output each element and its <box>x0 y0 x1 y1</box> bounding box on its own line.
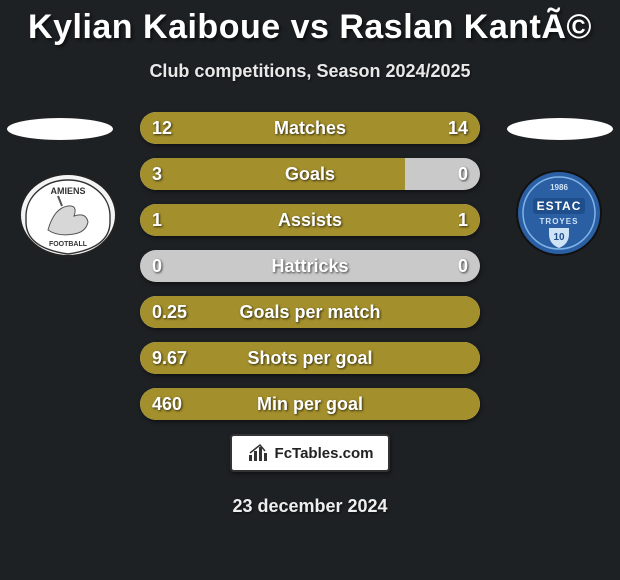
crest-right-number: 10 <box>553 232 565 243</box>
stat-label: Goals per match <box>140 296 480 328</box>
stat-row: 460Min per goal <box>140 388 480 420</box>
player-photo-placeholder-right <box>507 118 613 140</box>
stat-row: 0.25Goals per match <box>140 296 480 328</box>
crest-right-year: 1986 <box>550 183 568 192</box>
stat-row: 00Hattricks <box>140 250 480 282</box>
club-crest-right: 1986 ESTAC TROYES 10 <box>516 170 602 256</box>
stat-label: Min per goal <box>140 388 480 420</box>
comparison-body: AMIENS FOOTBALL 1986 ESTAC TROYES 10 121… <box>0 112 620 517</box>
stat-label: Matches <box>140 112 480 144</box>
comparison-subtitle: Club competitions, Season 2024/2025 <box>0 61 620 82</box>
fctables-label: FcTables.com <box>275 445 374 462</box>
comparison-title: Kylian Kaiboue vs Raslan KantÃ© <box>0 0 620 47</box>
player-photo-placeholder-left <box>7 118 113 140</box>
stat-label: Goals <box>140 158 480 190</box>
club-crest-left: AMIENS FOOTBALL <box>18 172 118 258</box>
crest-right-estac: ESTAC <box>537 199 582 213</box>
fctables-badge: FcTables.com <box>230 434 390 472</box>
stat-row: 1214Matches <box>140 112 480 144</box>
stat-row: 11Assists <box>140 204 480 236</box>
fctables-icon <box>247 443 271 463</box>
crest-left-text-top: AMIENS <box>50 186 85 196</box>
stat-row: 30Goals <box>140 158 480 190</box>
crest-right-city: TROYES <box>540 217 579 226</box>
stat-label: Assists <box>140 204 480 236</box>
stat-row: 9.67Shots per goal <box>140 342 480 374</box>
stat-label: Shots per goal <box>140 342 480 374</box>
stat-bars: 1214Matches 30Goals 11Assists 00Hattricks 0.… <box>140 112 480 420</box>
stat-label: Hattricks <box>140 250 480 282</box>
crest-left-text-bottom: FOOTBALL <box>49 241 88 248</box>
comparison-date: 23 december 2024 <box>0 496 620 517</box>
